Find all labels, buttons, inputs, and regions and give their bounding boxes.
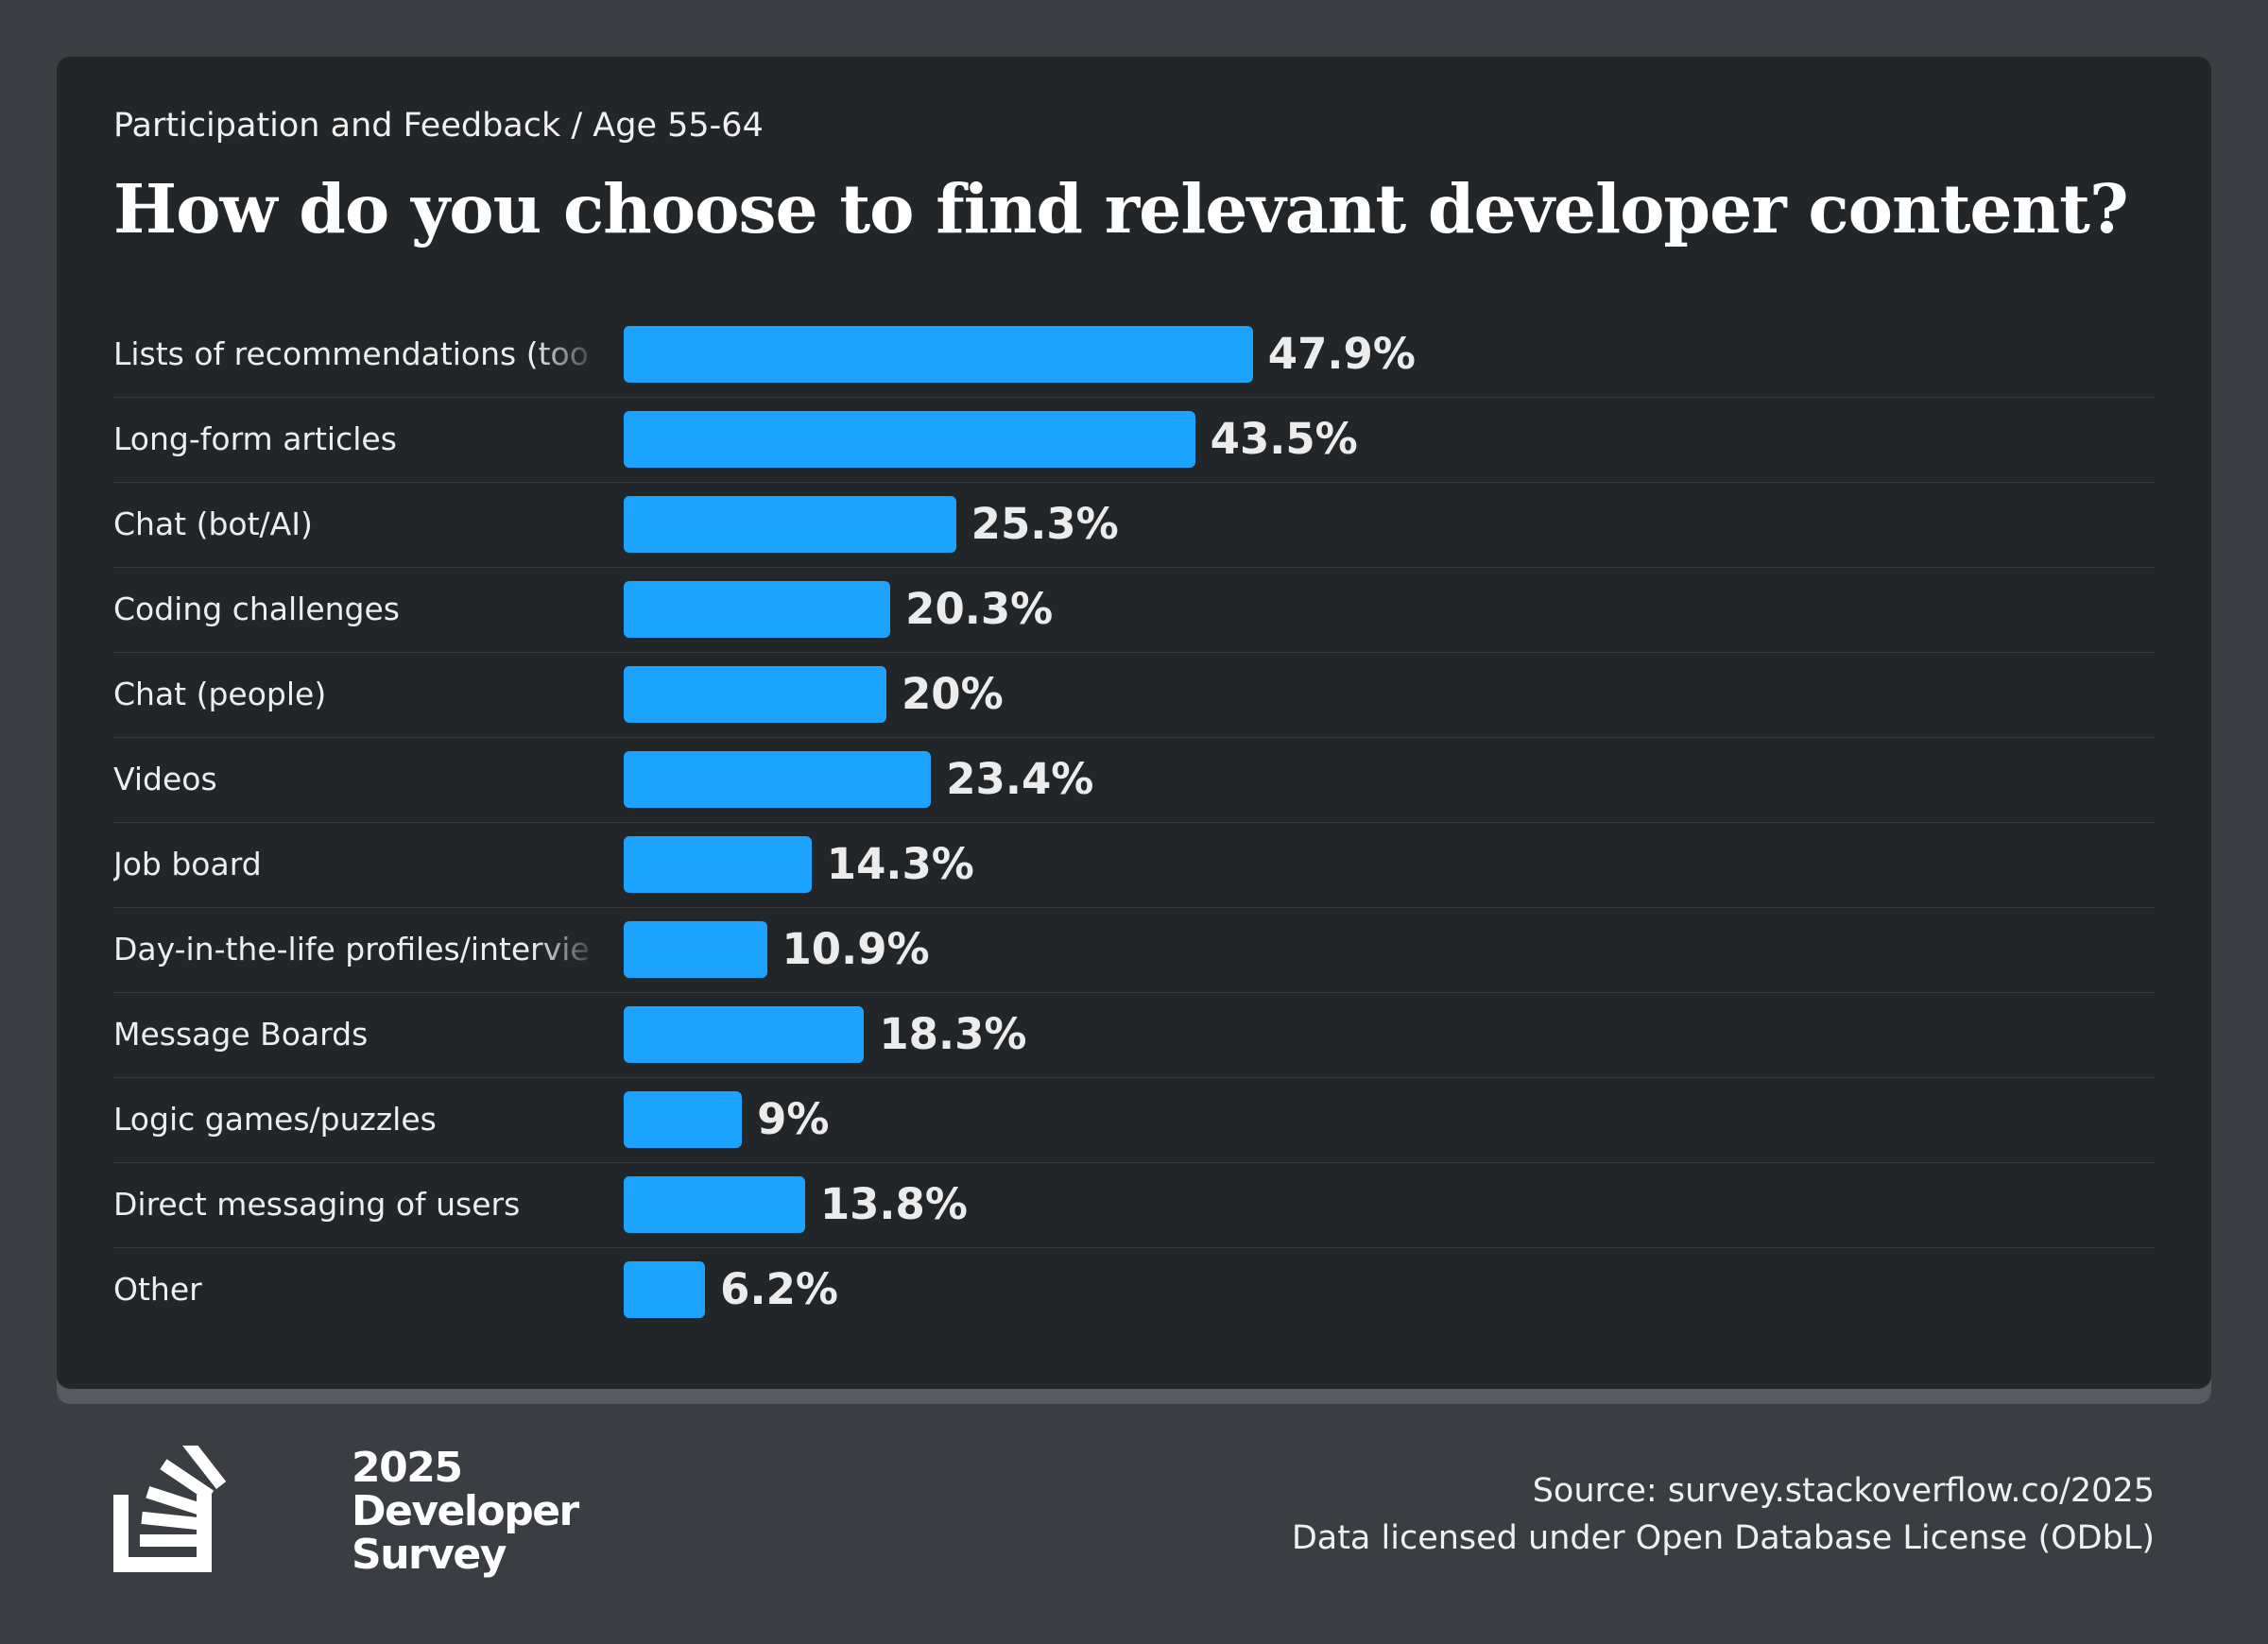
row-divider [113, 482, 2155, 483]
value-label: 23.4% [946, 754, 1094, 804]
category-label: Other [113, 1271, 202, 1308]
bar [624, 411, 1195, 468]
license-text: Data licensed under Open Database Licens… [1291, 1519, 2155, 1557]
bar [624, 1006, 865, 1063]
value-label: 43.5% [1210, 414, 1358, 464]
logo-year: 2025 [352, 1444, 463, 1492]
category-label: Chat (bot/AI) [113, 505, 313, 542]
category-label: Day-in-the-life profiles/interviews [113, 931, 591, 968]
row-divider [113, 1162, 2155, 1163]
row-divider [113, 567, 2155, 568]
bar [624, 751, 932, 808]
bar [624, 496, 956, 553]
category-label: Lists of recommendations (tools, etc.) [113, 335, 591, 372]
chart-card [57, 57, 2211, 1389]
category-label: Direct messaging of users [113, 1186, 521, 1223]
value-label: 10.9% [782, 924, 930, 974]
stack-logo-icon [113, 1436, 227, 1572]
bar [624, 581, 891, 638]
value-label: 20.3% [905, 584, 1054, 634]
bar [624, 666, 886, 723]
value-label: 25.3% [971, 499, 1119, 549]
bar [624, 921, 767, 978]
logo-line1: Developer [352, 1487, 579, 1535]
category-label: Coding challenges [113, 591, 400, 627]
category-label: Message Boards [113, 1016, 369, 1053]
bar [624, 836, 812, 893]
row-divider [113, 397, 2155, 398]
bar [624, 1176, 805, 1233]
category-label: Long-form articles [113, 420, 397, 457]
bar [624, 326, 1253, 383]
value-label: 14.3% [826, 839, 974, 889]
bar [624, 1261, 706, 1318]
value-label: 18.3% [879, 1009, 1027, 1059]
source-text: Source: survey.stackoverflow.co/2025 [1532, 1472, 2155, 1510]
chart-title: How do you choose to find relevant devel… [113, 169, 2129, 248]
row-divider [113, 737, 2155, 738]
value-label: 13.8% [819, 1179, 968, 1229]
row-divider [113, 1247, 2155, 1248]
category-label: Chat (people) [113, 676, 327, 712]
row-divider [113, 992, 2155, 993]
survey-logo: 2025 Developer Survey [113, 1436, 579, 1587]
value-label: 20% [902, 669, 1004, 719]
value-label: 6.2% [720, 1264, 838, 1314]
value-label: 9% [757, 1094, 830, 1144]
row-divider [113, 822, 2155, 823]
bar [624, 1091, 743, 1148]
row-divider [113, 652, 2155, 653]
row-divider [113, 1077, 2155, 1078]
row-divider [113, 907, 2155, 908]
category-label: Logic games/puzzles [113, 1101, 437, 1138]
value-label: 47.9% [1267, 329, 1416, 379]
logo-line2: Survey [352, 1531, 507, 1579]
category-label: Job board [113, 846, 262, 882]
category-label: Videos [113, 761, 217, 797]
breadcrumb: Participation and Feedback / Age 55-64 [113, 107, 764, 145]
